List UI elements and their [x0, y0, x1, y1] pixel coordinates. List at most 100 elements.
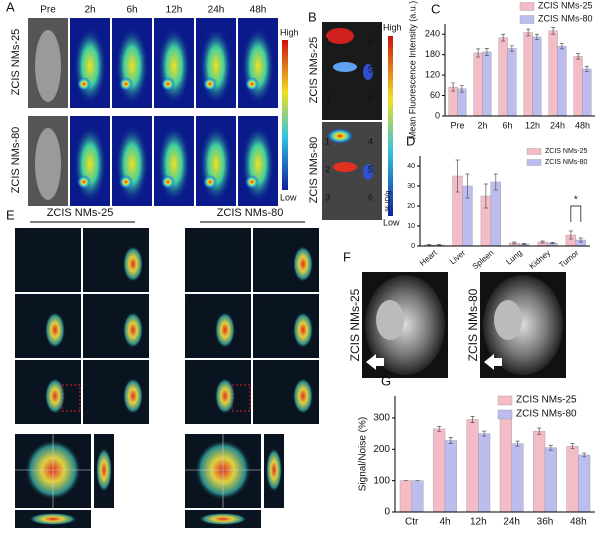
bar: [511, 443, 524, 513]
annotation: *: [574, 195, 578, 206]
color-bar: [388, 36, 393, 216]
bar: [532, 36, 542, 117]
frame-label: 4 h: [188, 298, 196, 304]
signal: [116, 28, 148, 104]
frame-label: Pre: [188, 232, 198, 238]
mouse: [35, 128, 61, 200]
panel-label: E: [6, 207, 15, 222]
y-tick-label: 200: [373, 444, 390, 455]
legend-text: ZCIS NMs-25: [538, 0, 593, 10]
row-label: ZCIS NMs-80: [10, 127, 22, 194]
y-tick-label: 30: [407, 183, 415, 190]
signal: [293, 246, 313, 282]
hotspot: [77, 77, 91, 91]
x-tick-label: 12h: [525, 120, 540, 130]
hotspot: [119, 77, 133, 91]
error-bar: [540, 240, 545, 244]
hotspot: [245, 77, 259, 91]
signal: [123, 312, 143, 348]
error-bar: [570, 443, 575, 450]
organ-number: 1: [325, 136, 330, 146]
hotspot: [77, 175, 91, 189]
panel-label: D: [406, 133, 415, 148]
error-bar: [551, 27, 556, 35]
zoom-box: [231, 384, 251, 412]
error-bar: [537, 427, 542, 435]
hotspot: [245, 175, 259, 189]
x-tick-label: Pre: [450, 120, 464, 130]
signal: [45, 378, 65, 414]
y-axis-label: Mean Fluorescence Intensity (a.u.): [407, 1, 417, 140]
x-tick-label: 6h: [502, 120, 512, 130]
error-bar: [576, 53, 581, 60]
error-bar: [482, 430, 487, 437]
bar: [466, 419, 479, 513]
frame-label: 48 h: [256, 364, 268, 370]
error-bar: [582, 452, 587, 458]
color-bar: [282, 40, 288, 190]
bar: [433, 428, 446, 513]
signal: [293, 378, 313, 414]
hotspot: [203, 77, 217, 91]
error-bar: [451, 82, 456, 92]
y-axis-label: % ID/g: [385, 190, 392, 211]
row-label: ZCIS NMs-80: [308, 137, 320, 204]
legend-swatch: [519, 2, 535, 11]
signal: [215, 312, 235, 348]
frame-label: 12 h: [188, 364, 200, 370]
organ-number: 3: [325, 92, 330, 102]
signal: [293, 312, 313, 348]
x-tick-label: Lung: [504, 248, 523, 266]
signal: [74, 126, 106, 202]
organ-number: 5: [368, 164, 373, 174]
organ-number: 2: [325, 164, 330, 174]
y-axis-label: Signal/Noise (%): [358, 417, 369, 491]
arrow: [484, 354, 502, 370]
error-bar: [455, 159, 460, 193]
error-bar: [470, 416, 475, 423]
error-bar: [568, 230, 573, 240]
signal: [215, 378, 235, 414]
zoom-signal: [29, 513, 77, 525]
error-bar: [550, 242, 555, 244]
scale-text: High: [383, 22, 402, 32]
hotspot: [119, 175, 133, 189]
bar: [498, 37, 508, 117]
y-tick-label: 60: [430, 90, 440, 100]
frame-label: 24 h: [86, 232, 98, 238]
bar: [582, 68, 592, 117]
organ: [363, 164, 373, 180]
x-tick-label: 48h: [575, 120, 590, 130]
error-bar: [483, 183, 488, 209]
error-bar: [501, 33, 506, 42]
legend-text: ZCIS NMs-25: [545, 148, 588, 155]
signal: [123, 246, 143, 282]
organ: [333, 62, 357, 72]
bar: [457, 88, 467, 117]
bar: [523, 32, 533, 117]
hotspot: [203, 175, 217, 189]
significance-bracket: [570, 205, 582, 222]
x-tick-label: 24h: [503, 517, 520, 528]
time-label: 48h: [250, 5, 267, 16]
organ: [333, 162, 357, 172]
error-bar: [584, 65, 589, 73]
scale-text: Low: [280, 192, 297, 202]
legend-text: ZCIS NMs-80: [545, 159, 588, 166]
organ-number: 4: [368, 36, 373, 46]
frame-label: 12 h: [18, 364, 30, 370]
scale-bar-text: 3mm: [20, 493, 42, 504]
time-label: Pre: [40, 5, 56, 16]
scale-text: High: [280, 27, 299, 37]
y-tick-label: 40: [407, 163, 415, 170]
bar: [533, 430, 546, 513]
frame-label: Pre: [18, 232, 28, 238]
y-tick-label: 300: [373, 413, 390, 424]
bar: [507, 48, 517, 117]
signal: [158, 126, 190, 202]
legend-swatch: [526, 148, 542, 155]
arrow: [366, 354, 384, 370]
error-bar: [522, 243, 527, 245]
row-label: ZCIS NMs-80: [466, 288, 480, 361]
bar: [411, 480, 424, 513]
